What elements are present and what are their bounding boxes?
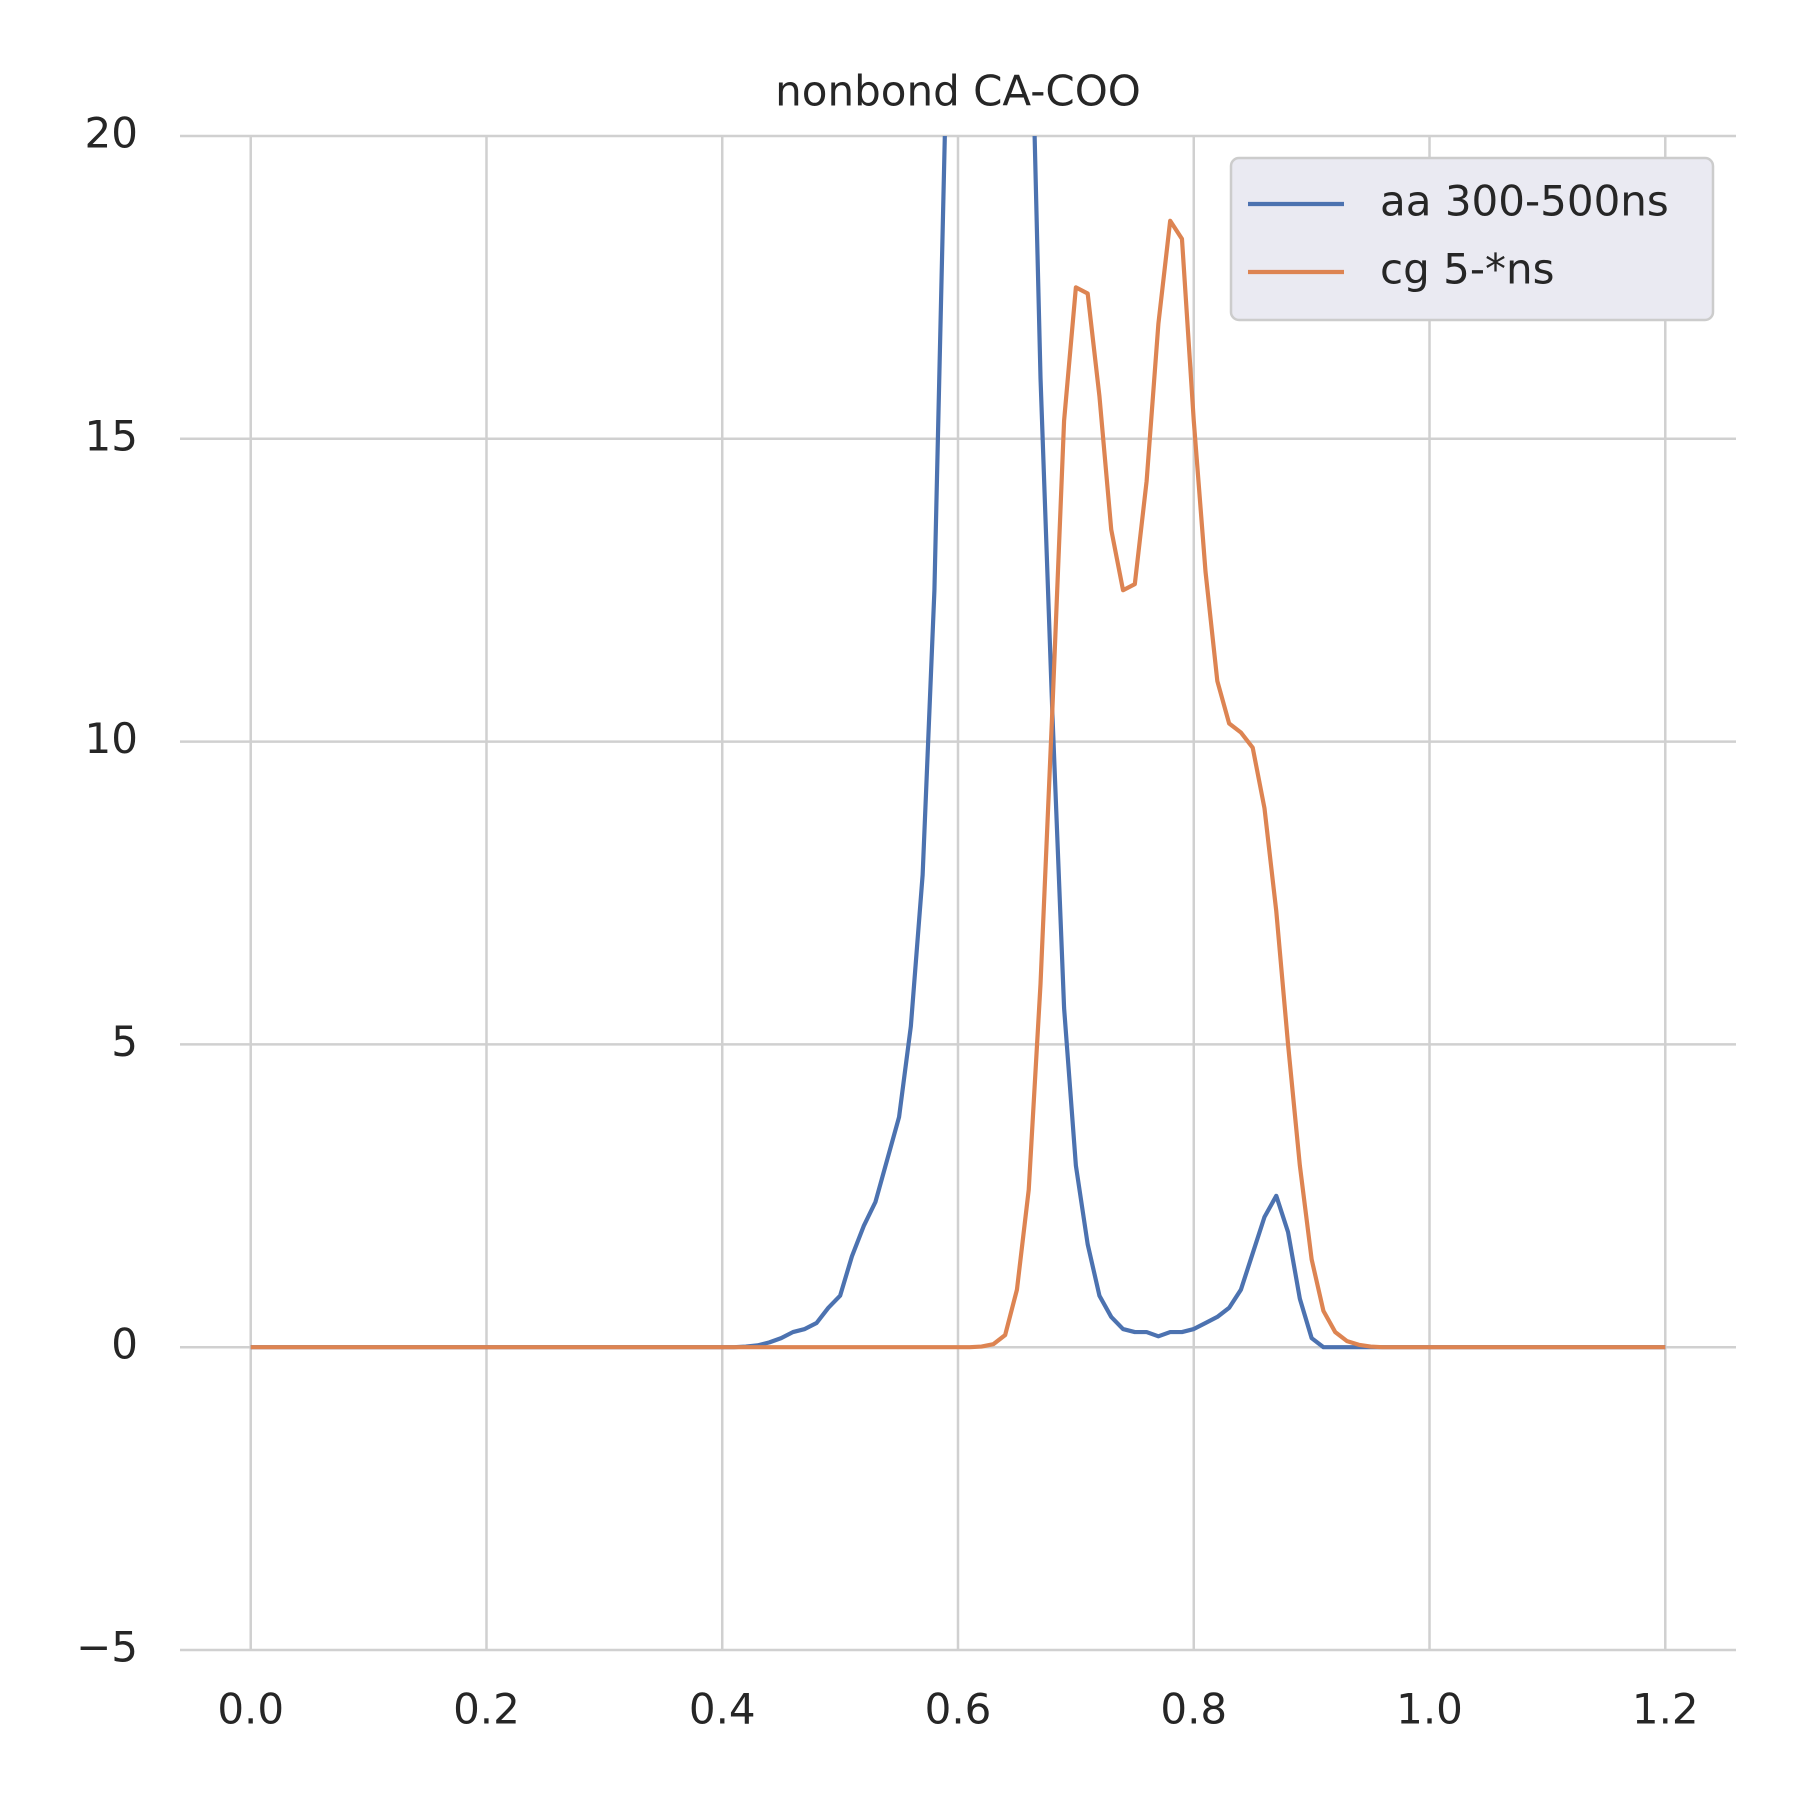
x-tick-label: 1.0 [1396, 1685, 1463, 1734]
y-tick-label: −5 [76, 1623, 138, 1672]
y-tick-label: 10 [85, 714, 138, 763]
plot-area [250, 136, 1666, 1350]
series-line [250, 218, 1666, 1350]
x-tick-label: 0.2 [453, 1685, 520, 1734]
x-tick-label: 0.6 [925, 1685, 992, 1734]
y-tick-label: 15 [85, 411, 138, 460]
x-tick-label: 0.0 [217, 1685, 284, 1734]
x-tick-label: 0.8 [1160, 1685, 1227, 1734]
x-tick-label: 1.2 [1632, 1685, 1699, 1734]
legend: aa 300-500ns cg 5-*ns [1229, 156, 1715, 322]
legend-frame [1229, 156, 1715, 322]
y-tick-label: 0 [111, 1320, 138, 1369]
legend-label: aa 300-500ns [1380, 177, 1669, 226]
x-tick-label: 0.4 [689, 1685, 756, 1734]
legend-label: cg 5-*ns [1380, 245, 1554, 294]
grid [180, 134, 1736, 1652]
y-tick-label: 20 [85, 109, 138, 158]
y-tick-label: 5 [111, 1017, 138, 1066]
chart-title: nonbond CA-COO [775, 67, 1141, 116]
